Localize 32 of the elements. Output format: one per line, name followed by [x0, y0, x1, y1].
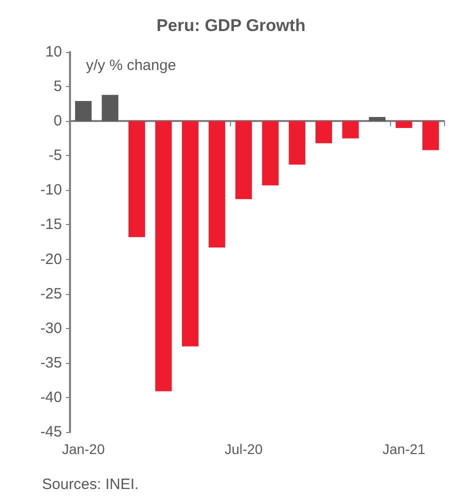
y-tick-label: -20 [40, 250, 62, 268]
bar [182, 121, 198, 346]
bar [396, 121, 412, 128]
y-tick-label: -30 [40, 320, 62, 337]
y-tick-label: -45 [40, 424, 62, 440]
y-tick-label: -25 [40, 285, 62, 302]
y-tick-label: 10 [45, 44, 62, 60]
bar [422, 121, 439, 150]
bar [208, 121, 226, 248]
x-tick-label: Jul-20 [224, 441, 263, 457]
y-tick-label: 5 [54, 78, 62, 96]
y-tick-label: -35 [40, 354, 62, 372]
bar [288, 121, 306, 165]
bar [342, 121, 359, 138]
bar [102, 94, 118, 122]
source-note: Sources: INEI. [42, 476, 139, 493]
y-axis-title: y/y % change [86, 57, 176, 74]
bar [368, 116, 386, 122]
y-tick-label: -5 [48, 147, 62, 164]
y-tick-label: -15 [40, 216, 62, 234]
y-tick-label: -10 [40, 182, 62, 199]
bar [262, 121, 279, 186]
y-tick-label: 0 [54, 112, 62, 130]
bar [316, 121, 332, 144]
bar [235, 121, 252, 200]
x-tick-label: Jan-20 [62, 441, 105, 457]
bar [128, 121, 146, 238]
bar [155, 121, 172, 392]
chart-title: Peru: GDP Growth [156, 16, 306, 35]
bar [75, 101, 92, 122]
x-tick-label: Jan-21 [382, 441, 426, 457]
y-tick-label: -40 [40, 388, 62, 406]
